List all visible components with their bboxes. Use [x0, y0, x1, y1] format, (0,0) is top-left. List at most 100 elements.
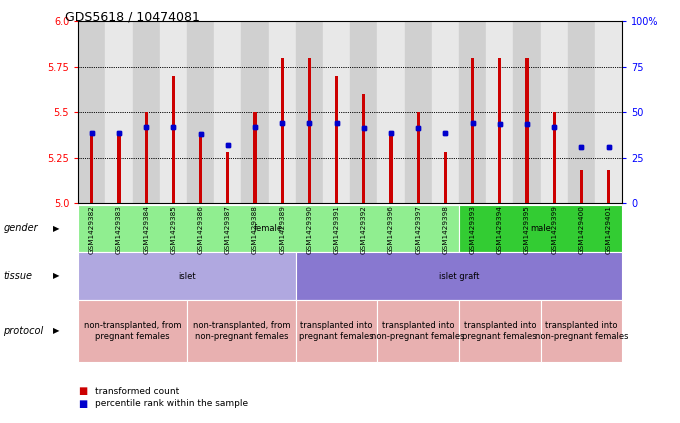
Bar: [498, 58, 501, 203]
Text: GSM1429399: GSM1429399: [551, 205, 557, 254]
Text: female: female: [254, 224, 283, 233]
Bar: [199, 134, 202, 203]
Bar: [335, 76, 338, 203]
Bar: [281, 58, 284, 203]
Text: ▶: ▶: [53, 272, 60, 280]
Bar: [444, 152, 447, 203]
Text: GSM1429400: GSM1429400: [579, 205, 584, 254]
Bar: [172, 76, 175, 203]
Text: GSM1429384: GSM1429384: [143, 205, 149, 254]
Text: GSM1429397: GSM1429397: [415, 205, 421, 254]
Bar: [145, 112, 148, 203]
Bar: [362, 94, 365, 203]
Bar: [390, 134, 392, 203]
Bar: [296, 21, 323, 203]
Bar: [308, 58, 311, 203]
Bar: [377, 21, 405, 203]
Bar: [90, 134, 93, 203]
Text: ▶: ▶: [53, 224, 60, 233]
Text: non-transplanted, from
pregnant females: non-transplanted, from pregnant females: [84, 321, 182, 341]
Bar: [390, 134, 392, 203]
Bar: [568, 21, 595, 203]
Text: male: male: [530, 224, 551, 233]
Text: GDS5618 / 10474081: GDS5618 / 10474081: [65, 11, 199, 24]
Bar: [432, 21, 459, 203]
Bar: [417, 112, 420, 203]
Text: ▶: ▶: [53, 327, 60, 335]
Bar: [226, 152, 229, 203]
Bar: [118, 134, 120, 203]
Text: GSM1429382: GSM1429382: [89, 205, 95, 254]
Text: ■: ■: [78, 386, 88, 396]
Bar: [187, 21, 214, 203]
Text: GSM1429395: GSM1429395: [524, 205, 530, 254]
Text: GSM1429389: GSM1429389: [279, 205, 285, 254]
Text: transplanted into
pregnant females: transplanted into pregnant females: [462, 321, 537, 341]
Text: GSM1429385: GSM1429385: [171, 205, 176, 254]
Bar: [580, 170, 583, 203]
Bar: [541, 21, 568, 203]
Text: GSM1429393: GSM1429393: [470, 205, 475, 254]
Bar: [281, 58, 284, 203]
Text: gender: gender: [3, 223, 38, 233]
Text: protocol: protocol: [3, 326, 44, 336]
Text: transplanted into
non-pregnant females: transplanted into non-pregnant females: [534, 321, 628, 341]
Bar: [486, 21, 513, 203]
Bar: [254, 112, 256, 203]
Bar: [105, 21, 133, 203]
Bar: [580, 170, 583, 203]
Bar: [526, 58, 528, 203]
Bar: [526, 58, 528, 203]
Bar: [498, 58, 501, 203]
Bar: [444, 152, 447, 203]
Bar: [553, 112, 556, 203]
Text: GSM1429388: GSM1429388: [252, 205, 258, 254]
Text: GSM1429391: GSM1429391: [334, 205, 339, 254]
Bar: [595, 21, 622, 203]
Bar: [145, 112, 148, 203]
Bar: [214, 21, 241, 203]
Bar: [118, 134, 120, 203]
Text: GSM1429401: GSM1429401: [606, 205, 611, 254]
Text: GSM1429387: GSM1429387: [225, 205, 231, 254]
Bar: [471, 58, 474, 203]
Text: transformed count: transformed count: [95, 387, 180, 396]
Bar: [350, 21, 377, 203]
Bar: [241, 21, 269, 203]
Bar: [172, 76, 175, 203]
Text: islet: islet: [178, 272, 196, 280]
Text: non-transplanted, from
non-pregnant females: non-transplanted, from non-pregnant fema…: [192, 321, 290, 341]
Bar: [335, 76, 338, 203]
Bar: [607, 170, 610, 203]
Text: GSM1429396: GSM1429396: [388, 205, 394, 254]
Bar: [226, 152, 229, 203]
Bar: [417, 112, 420, 203]
Bar: [308, 58, 311, 203]
Bar: [513, 21, 541, 203]
Bar: [405, 21, 432, 203]
Text: ■: ■: [78, 399, 88, 409]
Text: transplanted into
pregnant females: transplanted into pregnant females: [299, 321, 374, 341]
Text: tissue: tissue: [3, 271, 33, 281]
Bar: [133, 21, 160, 203]
Bar: [362, 94, 365, 203]
Text: islet graft: islet graft: [439, 272, 479, 280]
Text: GSM1429398: GSM1429398: [443, 205, 448, 254]
Text: percentile rank within the sample: percentile rank within the sample: [95, 399, 248, 409]
Bar: [269, 21, 296, 203]
Text: GSM1429383: GSM1429383: [116, 205, 122, 254]
Bar: [78, 21, 105, 203]
Text: GSM1429392: GSM1429392: [361, 205, 367, 254]
Bar: [160, 21, 187, 203]
Text: GSM1429390: GSM1429390: [307, 205, 312, 254]
Bar: [459, 21, 486, 203]
Text: GSM1429386: GSM1429386: [198, 205, 203, 254]
Bar: [553, 112, 556, 203]
Bar: [471, 58, 474, 203]
Bar: [607, 170, 610, 203]
Text: GSM1429394: GSM1429394: [497, 205, 503, 254]
Bar: [254, 112, 256, 203]
Bar: [323, 21, 350, 203]
Bar: [90, 134, 93, 203]
Text: transplanted into
non-pregnant females: transplanted into non-pregnant females: [371, 321, 465, 341]
